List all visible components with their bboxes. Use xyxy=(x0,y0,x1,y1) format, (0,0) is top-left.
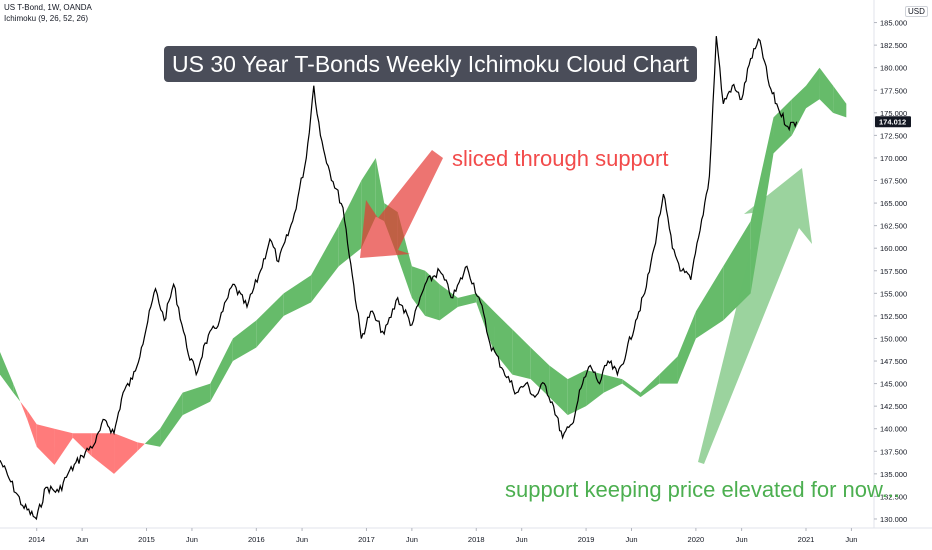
cloud-segment xyxy=(27,410,37,447)
x-tick-label: 2015 xyxy=(138,535,155,544)
cloud-segment xyxy=(13,383,21,402)
x-tick-label: Jun xyxy=(516,535,528,544)
cloud-segment xyxy=(425,270,440,321)
y-tick-label: 145.000 xyxy=(880,380,907,389)
cloud-segment xyxy=(91,433,115,474)
y-tick-label: 160.000 xyxy=(880,244,907,253)
cloud-segment xyxy=(439,284,458,321)
cloud-segment xyxy=(833,85,847,118)
x-tick-label: 2021 xyxy=(798,535,815,544)
x-tick-label: 2018 xyxy=(468,535,485,544)
currency-label[interactable]: USD xyxy=(905,6,928,17)
cloud-segment xyxy=(791,85,807,136)
chart-title: US 30 Year T-Bonds Weekly Ichimoku Cloud… xyxy=(164,46,697,82)
cloud-segment xyxy=(0,352,14,393)
cloud-segment xyxy=(72,433,92,456)
cloud-segment xyxy=(695,266,724,339)
red-arrow xyxy=(360,150,443,258)
cloud-segment xyxy=(256,293,284,348)
y-axis-ticks: 130.000 132.500 135.000 137.500 140.000 142.5… xyxy=(874,19,907,524)
y-tick-label: 177.500 xyxy=(880,86,907,95)
green-arrow xyxy=(698,168,812,464)
last-price-label: 174.012 xyxy=(879,118,906,127)
y-tick-label: 155.000 xyxy=(880,289,907,298)
cloud-segment xyxy=(338,180,362,267)
cloud-segment xyxy=(137,442,145,452)
x-tick-label: Jun xyxy=(296,535,308,544)
x-tick-label: Jun xyxy=(845,535,857,544)
y-tick-label: 142.500 xyxy=(880,402,907,411)
cloud-segment xyxy=(283,275,312,316)
y-tick-label: 172.500 xyxy=(880,131,907,140)
cloud-segment xyxy=(114,433,138,474)
indicator-line: Ichimoku (9, 26, 52, 26) xyxy=(4,14,89,23)
cloud-segment xyxy=(144,428,161,447)
cloud-segment xyxy=(549,365,568,416)
cloud-segment xyxy=(210,338,233,402)
cloud-segment xyxy=(54,428,73,465)
cloud-segment xyxy=(182,383,211,416)
y-tick-label: 185.000 xyxy=(880,19,907,28)
cloud-segment xyxy=(411,266,426,316)
cloud-segment xyxy=(20,401,28,420)
cloud-segment xyxy=(603,374,623,393)
x-tick-label: 2019 xyxy=(578,535,595,544)
cloud-segment xyxy=(773,99,792,154)
y-tick-label: 157.500 xyxy=(880,267,907,276)
y-tick-label: 135.000 xyxy=(880,470,907,479)
y-tick-label: 180.000 xyxy=(880,64,907,73)
y-tick-label: 140.000 xyxy=(880,425,907,434)
y-tick-label: 150.000 xyxy=(880,334,907,343)
last-price-tag: 174.012 xyxy=(875,116,911,128)
y-tick-label: 130.000 xyxy=(880,515,907,524)
y-tick-label: 152.500 xyxy=(880,312,907,321)
y-tick-label: 170.000 xyxy=(880,154,907,163)
x-tick-label: 2014 xyxy=(28,535,45,544)
y-tick-label: 175.000 xyxy=(880,109,907,118)
x-tick-label: 2020 xyxy=(688,535,705,544)
x-tick-label: Jun xyxy=(406,535,418,544)
green-annotation: support keeping price elevated for now..… xyxy=(505,477,901,502)
x-axis-ticks: 2014 Jun 2015 Jun 2016 Jun 2017 Jun 2018 Jun 2019 J… xyxy=(28,528,857,544)
cloud-segment xyxy=(677,311,696,384)
y-tick-label: 147.500 xyxy=(880,357,907,366)
cloud-segment xyxy=(160,392,183,447)
cloud-segment xyxy=(375,157,385,222)
cloud-segment xyxy=(659,356,678,384)
ichimoku-cloud xyxy=(0,67,847,474)
x-tick-label: Jun xyxy=(625,535,637,544)
y-tick-label: 167.500 xyxy=(880,177,907,186)
x-tick-label: 2016 xyxy=(248,535,265,544)
x-tick-label: 2017 xyxy=(358,535,375,544)
price-axis xyxy=(0,0,932,529)
y-tick-label: 182.500 xyxy=(880,41,907,50)
cloud-segment xyxy=(36,424,55,465)
x-tick-label: Jun xyxy=(76,535,88,544)
cloud-segment xyxy=(622,379,641,398)
annotation-arrows xyxy=(360,150,812,464)
red-annotation: sliced through support xyxy=(452,146,669,171)
y-tick-label: 162.500 xyxy=(880,222,907,231)
y-tick-label: 137.500 xyxy=(880,447,907,456)
x-tick-label: Jun xyxy=(736,535,748,544)
cloud-segment xyxy=(819,67,834,113)
cloud-segment xyxy=(512,329,531,380)
cloud-segment xyxy=(494,311,513,375)
cloud-segment xyxy=(457,293,477,307)
symbol-line: US T-Bond, 1W, OANDA xyxy=(4,3,92,12)
cloud-segment xyxy=(586,370,604,407)
price-line xyxy=(0,36,798,521)
cloud-segment xyxy=(232,320,257,362)
cloud-segment xyxy=(806,67,820,109)
cloud-segment xyxy=(311,225,339,303)
x-tick-label: Jun xyxy=(186,535,198,544)
cloud-segment xyxy=(640,374,660,398)
y-tick-label: 132.500 xyxy=(880,492,907,501)
cloud-segment xyxy=(567,370,587,416)
y-tick-label: 165.000 xyxy=(880,199,907,208)
